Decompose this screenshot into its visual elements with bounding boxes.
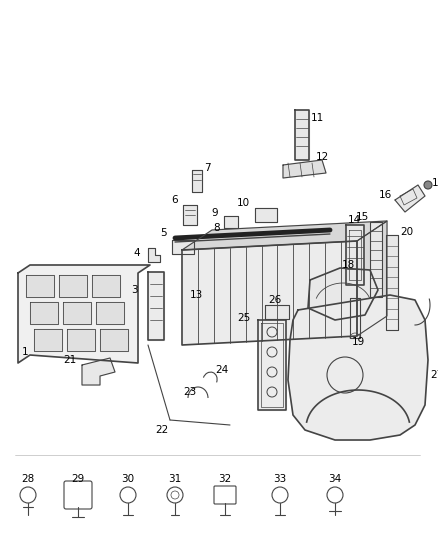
- Polygon shape: [295, 110, 309, 160]
- Text: 22: 22: [155, 425, 168, 435]
- Text: 31: 31: [168, 474, 182, 484]
- Text: 32: 32: [219, 474, 232, 484]
- Polygon shape: [224, 216, 238, 228]
- Text: 3: 3: [131, 285, 138, 295]
- Text: 26: 26: [268, 295, 282, 305]
- Circle shape: [424, 181, 432, 189]
- Polygon shape: [258, 320, 286, 410]
- Text: 27: 27: [430, 370, 438, 380]
- Text: 25: 25: [237, 313, 250, 323]
- Polygon shape: [18, 265, 150, 363]
- Polygon shape: [100, 329, 128, 351]
- Polygon shape: [26, 275, 54, 297]
- Text: 34: 34: [328, 474, 342, 484]
- Polygon shape: [386, 235, 398, 330]
- Text: 9: 9: [212, 208, 218, 218]
- Polygon shape: [182, 241, 357, 345]
- Text: 15: 15: [356, 212, 369, 222]
- Polygon shape: [308, 268, 378, 320]
- Text: 23: 23: [183, 387, 196, 397]
- Polygon shape: [192, 170, 202, 192]
- Polygon shape: [265, 305, 289, 319]
- Polygon shape: [283, 160, 326, 178]
- Text: 28: 28: [21, 474, 35, 484]
- Polygon shape: [357, 221, 387, 336]
- Polygon shape: [67, 329, 95, 351]
- Text: 14: 14: [348, 215, 361, 225]
- Polygon shape: [96, 302, 124, 324]
- Text: 20: 20: [400, 227, 413, 237]
- Polygon shape: [30, 302, 58, 324]
- Polygon shape: [350, 298, 360, 338]
- Polygon shape: [34, 329, 62, 351]
- FancyBboxPatch shape: [214, 486, 236, 504]
- Text: 17: 17: [432, 178, 438, 188]
- Text: 1: 1: [22, 347, 28, 357]
- Text: 13: 13: [190, 290, 203, 300]
- Polygon shape: [172, 240, 194, 254]
- Text: 8: 8: [213, 223, 219, 233]
- Polygon shape: [395, 185, 425, 212]
- Polygon shape: [63, 302, 91, 324]
- Text: 11: 11: [311, 113, 324, 123]
- Polygon shape: [288, 295, 428, 440]
- Text: 6: 6: [171, 195, 178, 205]
- Polygon shape: [370, 222, 382, 297]
- Text: 19: 19: [352, 337, 365, 347]
- Text: 5: 5: [160, 228, 167, 238]
- Polygon shape: [346, 225, 364, 285]
- Polygon shape: [148, 248, 160, 262]
- Polygon shape: [82, 358, 115, 385]
- Polygon shape: [59, 275, 87, 297]
- Text: 24: 24: [215, 365, 228, 375]
- Polygon shape: [183, 205, 197, 225]
- Polygon shape: [182, 221, 387, 250]
- Text: 33: 33: [273, 474, 286, 484]
- Text: 16: 16: [379, 190, 392, 200]
- Text: 12: 12: [316, 152, 329, 162]
- Text: 30: 30: [121, 474, 134, 484]
- Text: 18: 18: [342, 260, 355, 270]
- Polygon shape: [92, 275, 120, 297]
- FancyBboxPatch shape: [64, 481, 92, 509]
- Text: 4: 4: [134, 248, 140, 258]
- Text: 7: 7: [204, 163, 211, 173]
- Polygon shape: [148, 272, 164, 340]
- Text: 10: 10: [237, 198, 250, 208]
- Polygon shape: [255, 208, 277, 222]
- Text: 21: 21: [63, 355, 76, 365]
- Text: 29: 29: [71, 474, 85, 484]
